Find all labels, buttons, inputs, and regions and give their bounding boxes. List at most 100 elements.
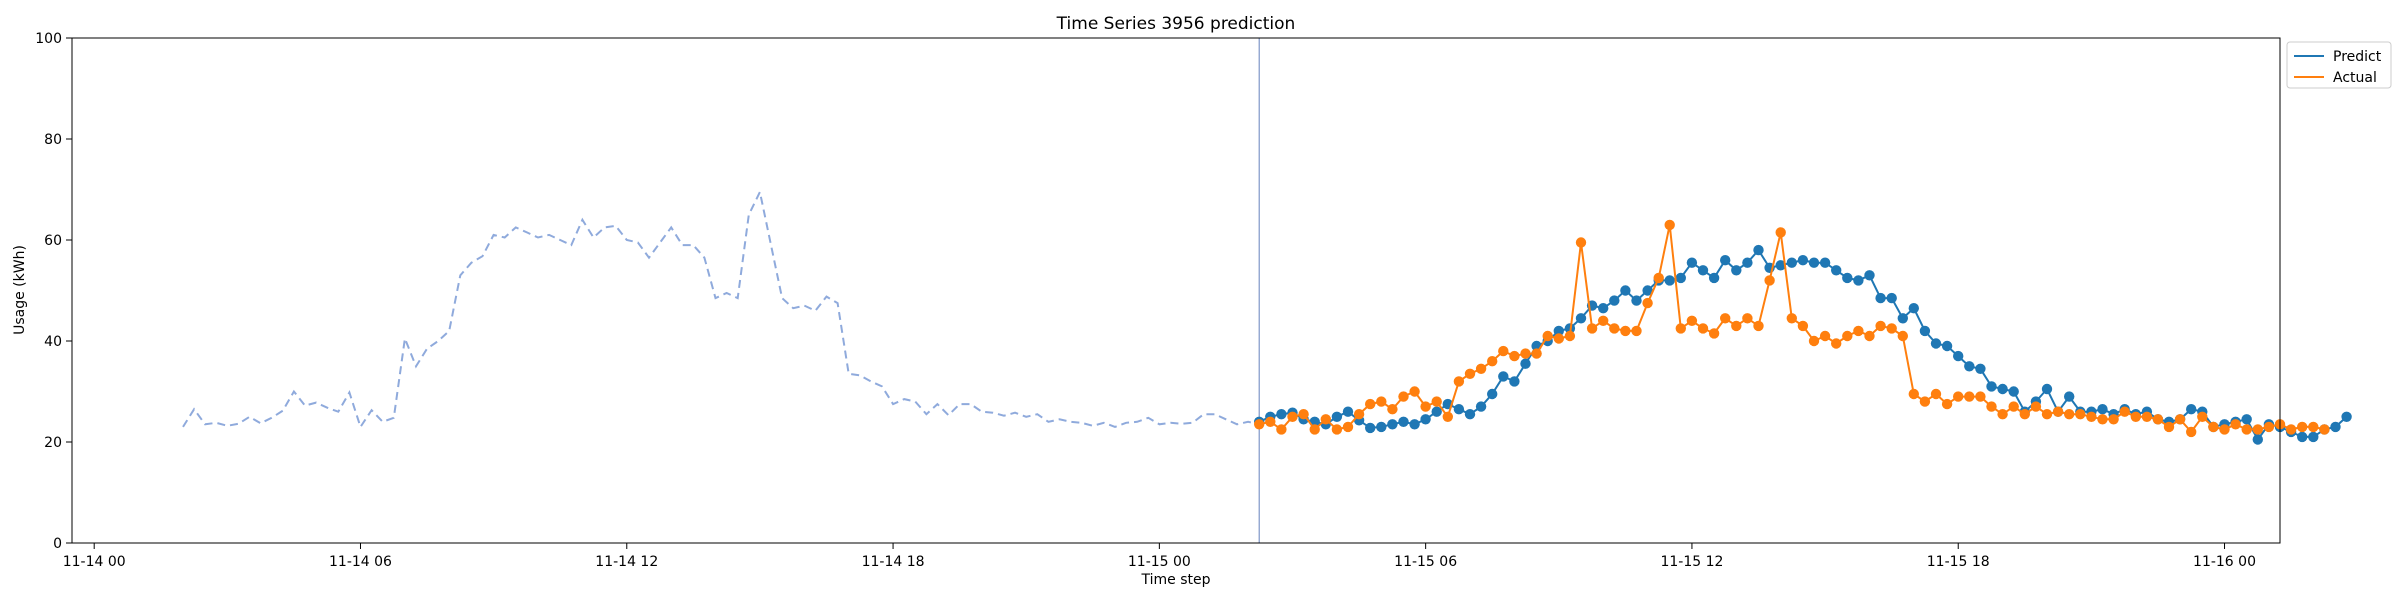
data-point-actual bbox=[2263, 421, 2275, 433]
y-tick-label: 100 bbox=[35, 31, 62, 47]
data-point-predict bbox=[1786, 257, 1798, 268]
data-point-predict bbox=[1553, 325, 1565, 337]
data-point-predict bbox=[1509, 376, 1520, 387]
data-point-predict bbox=[2330, 421, 2341, 433]
data-point-actual bbox=[2030, 401, 2042, 412]
data-point-actual bbox=[2186, 426, 2197, 438]
data-point-actual bbox=[2086, 411, 2097, 422]
data-point-predict bbox=[1598, 303, 1609, 314]
data-point-actual bbox=[1742, 313, 1753, 324]
plot-area bbox=[182, 38, 2352, 543]
data-point-actual bbox=[2241, 424, 2252, 435]
data-point-actual bbox=[1620, 325, 1631, 337]
data-point-predict bbox=[1431, 406, 1442, 417]
data-point-actual bbox=[1786, 313, 1798, 324]
y-tick-label: 80 bbox=[44, 132, 62, 148]
data-point-actual bbox=[1720, 313, 1731, 324]
data-point-predict bbox=[2241, 414, 2252, 425]
data-point-actual bbox=[1975, 391, 1986, 402]
data-point-actual bbox=[1353, 409, 1365, 420]
data-point-predict bbox=[2064, 391, 2075, 402]
data-point-actual bbox=[1398, 391, 1409, 402]
data-point-actual bbox=[1509, 350, 1520, 362]
data-point-predict bbox=[1720, 255, 1731, 266]
data-point-actual bbox=[1553, 333, 1565, 344]
data-point-actual bbox=[1431, 396, 1442, 407]
data-point-predict bbox=[1342, 406, 1354, 417]
legend: Predict Actual bbox=[2286, 41, 2392, 89]
data-point-actual bbox=[2097, 414, 2108, 425]
data-point-predict bbox=[2186, 404, 2197, 415]
data-point-actual bbox=[2230, 419, 2241, 430]
legend-label-predict: Predict bbox=[2333, 49, 2382, 65]
data-point-actual bbox=[1964, 391, 1975, 402]
data-point-predict bbox=[1276, 409, 1287, 420]
data-point-actual bbox=[1653, 272, 1664, 284]
data-point-actual bbox=[1575, 237, 1587, 248]
x-tick-label: 11-14 18 bbox=[862, 554, 925, 570]
data-point-actual bbox=[1598, 315, 1609, 326]
data-point-predict bbox=[1808, 257, 1820, 268]
data-point-predict bbox=[2252, 434, 2263, 445]
data-point-predict bbox=[1420, 414, 1431, 425]
data-point-predict bbox=[1731, 265, 1742, 276]
data-point-predict bbox=[1753, 244, 1764, 256]
data-point-predict bbox=[1919, 325, 1931, 337]
data-point-actual bbox=[1686, 315, 1698, 326]
data-point-actual bbox=[1675, 323, 1687, 334]
data-point-predict bbox=[2297, 431, 2308, 443]
data-point-actual bbox=[2052, 406, 2064, 417]
data-point-predict bbox=[1331, 411, 1343, 422]
data-point-actual bbox=[1853, 325, 1864, 337]
data-point-actual bbox=[1564, 330, 1576, 342]
data-point-actual bbox=[1265, 416, 1276, 427]
legend-label-actual: Actual bbox=[2333, 70, 2377, 86]
data-point-predict bbox=[1853, 275, 1864, 286]
x-tick-label: 11-15 18 bbox=[1927, 554, 1990, 570]
data-point-actual bbox=[1586, 323, 1598, 334]
data-point-actual bbox=[1831, 338, 1842, 349]
x-axis-label: Time step bbox=[1141, 572, 1211, 588]
data-point-predict bbox=[1487, 388, 1498, 400]
data-point-actual bbox=[2252, 424, 2263, 435]
x-tick-label: 11-14 00 bbox=[63, 554, 126, 570]
data-point-actual bbox=[2297, 421, 2308, 433]
data-point-actual bbox=[1520, 348, 1531, 359]
data-point-actual bbox=[2119, 406, 2130, 417]
data-point-predict bbox=[1387, 419, 1398, 430]
data-point-predict bbox=[1620, 285, 1631, 296]
data-point-predict bbox=[1941, 340, 1953, 352]
data-point-predict bbox=[1475, 401, 1487, 412]
data-point-actual bbox=[2285, 424, 2297, 435]
data-point-actual bbox=[2152, 414, 2164, 425]
data-point-predict bbox=[2341, 411, 2352, 422]
data-point-actual bbox=[1731, 320, 1742, 332]
data-point-actual bbox=[1953, 391, 1964, 402]
x-tick-label: 11-15 06 bbox=[1394, 554, 1457, 570]
data-point-actual bbox=[1986, 401, 1997, 412]
data-point-actual bbox=[1764, 275, 1775, 286]
data-point-predict bbox=[1964, 361, 1975, 372]
data-point-actual bbox=[1420, 401, 1431, 412]
data-point-actual bbox=[1531, 348, 1542, 359]
data-point-actual bbox=[2174, 414, 2186, 425]
data-point-actual bbox=[2219, 424, 2230, 435]
data-point-actual bbox=[1487, 356, 1498, 367]
y-tick-label: 0 bbox=[53, 536, 62, 552]
data-point-actual bbox=[2208, 421, 2219, 433]
data-point-predict bbox=[1975, 363, 1986, 374]
data-point-predict bbox=[1708, 272, 1720, 284]
axes-frame bbox=[71, 37, 2281, 544]
data-point-predict bbox=[1897, 313, 1909, 324]
data-point-actual bbox=[1498, 345, 1509, 357]
data-point-actual bbox=[1287, 411, 1298, 422]
data-point-actual bbox=[2008, 401, 2019, 412]
data-point-actual bbox=[1453, 376, 1465, 387]
data-point-predict bbox=[1819, 257, 1831, 268]
data-point-actual bbox=[1886, 323, 1897, 334]
data-point-actual bbox=[1376, 396, 1387, 407]
data-point-actual bbox=[1897, 330, 1909, 342]
data-point-predict bbox=[1886, 292, 1897, 304]
data-point-actual bbox=[1997, 409, 2008, 420]
